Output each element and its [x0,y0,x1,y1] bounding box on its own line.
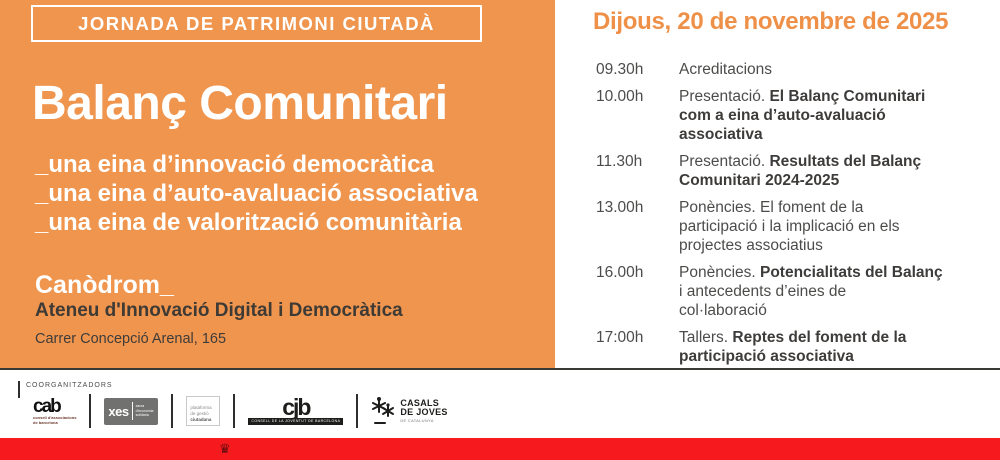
logo-separator [356,394,359,428]
cab-logo-text: de barcelona [33,419,58,425]
schedule-description: Presentació. Resultats del Balanç Comunit… [679,153,922,189]
venue-name: Canòdrom_ [35,271,174,299]
casals-star-figures-icon [372,397,395,424]
casals-de-joves-logo: CASALS DE JOVES DE CATALUNYA [371,396,447,426]
xes-logo-divider [131,402,133,420]
venue-block: Canòdrom_ Ateneu d'Innovació Digital i D… [35,271,403,348]
subtitle-line: _una eina de valorització comunitària [35,209,462,236]
subtitle-line: _una eina d’auto-avaluació associativa [35,180,478,207]
event-info-panel: JORNADA DE PATRIMONI CIUTADÀ Balanç Comu… [0,0,555,368]
cjb-logo-text: consell de la joventut de barcelona [248,417,344,425]
logos-row: cab consell d'associacions de barcelona … [33,393,448,429]
schedule-time: 17:00h [596,329,644,346]
cab-logo: cab consell d'associacions de barcelona [33,395,77,425]
schedule-time: 11.30h [596,153,643,170]
cab-logo-mark: cab [33,395,62,417]
logo-separator [233,394,236,428]
coorganizers-label: COORGANITZADORS [26,382,113,389]
schedule-description: Ponències. Potencialitats del Balanç i an… [679,264,943,319]
xes-logo-text: xarxa d'economia solidària [135,404,154,418]
coorganizers-footer: COORGANITZADORS cab consell d'associacio… [0,370,1000,438]
schedule-row: 17:00h Tallers. Reptes del foment de la pa… [596,328,991,366]
venue-subtitle: Ateneu d'Innovació Digital i Democràtica [35,300,403,321]
schedule-row: 10.00h Presentació. El Balanç Comunitari c… [596,87,991,144]
crown-icon: ♛ [219,441,231,456]
schedule-row: 16.00h Ponències. Potencialitats del Bala… [596,263,991,320]
schedule-time: 16.00h [596,264,644,281]
subtitle-line: _una eina d’innovació democràtica [35,151,434,178]
event-kicker: JORNADA DE PATRIMONI CIUTADÀ [31,5,482,42]
horizontal-divider [0,368,1000,370]
event-subtitles: _una eina d’innovació democràtica _una e… [35,150,478,237]
schedule-panel: Dijous, 20 de novembre de 2025 09.30h Acr… [555,0,1000,368]
label-rule [18,381,20,398]
schedule-list: 09.30h Acreditacions 10.00h Presentació. El… [596,60,991,366]
schedule-row: 09.30h Acreditacions [596,60,991,79]
bottom-red-banner: ♛ [0,438,1000,460]
schedule-description: Presentació. El Balanç Comunitari com a e… [679,88,926,143]
schedule-description: Acreditacions [679,61,773,78]
schedule-description: Tallers. Reptes del foment de la particip… [679,329,907,365]
casals-logo-text: CASALS DE JOVES DE CATALUNYA [400,397,448,423]
plataforma-gestio-ciutadana-logo: plataforma de gestió ciutadana [186,396,221,426]
schedule-row: 11.30h Presentació. Resultats del Balanç C… [596,152,991,190]
schedule-time: 10.00h [596,88,644,105]
logo-separator [171,394,174,428]
schedule-row: 13.00h Ponències. El foment de la particip… [596,198,991,255]
schedule-time: 13.00h [596,199,644,216]
cjb-logo: cjb consell de la joventut de barcelona [248,393,344,425]
cjb-logo-mark: cjb [282,393,311,420]
event-kicker-label: JORNADA DE PATRIMONI CIUTADÀ [78,12,435,34]
venue-address: Carrer Concepció Arenal, 165 [35,331,227,347]
event-title: Balanç Comunitari [32,77,448,130]
xes-logo: xes xarxa d'economia solidària [104,397,159,425]
schedule-time: 09.30h [596,61,644,78]
cab-logo-text: consell d'associacions [33,414,77,420]
logo-separator [89,394,92,428]
schedule-description: Ponències. El foment de la participació i… [679,199,900,254]
event-date-heading: Dijous, 20 de novembre de 2025 [593,8,949,35]
xes-logo-mark: xes [108,403,129,419]
